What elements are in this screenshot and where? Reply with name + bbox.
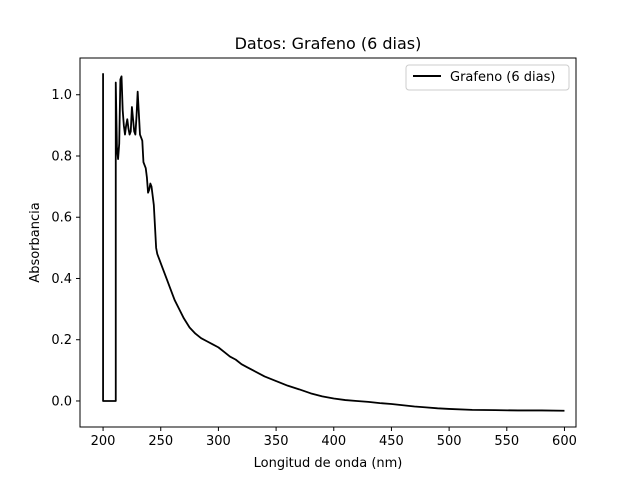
x-tick-label: 550 [494, 434, 519, 449]
legend-label: Grafeno (6 dias) [450, 70, 555, 85]
y-tick-label: 1.0 [51, 88, 72, 103]
chart-title: Datos: Grafeno (6 dias) [235, 34, 422, 53]
x-tick-label: 400 [321, 434, 346, 449]
y-axis-label: Absorbancia [28, 202, 43, 282]
legend-box [405, 64, 570, 91]
x-tick-label: 600 [552, 434, 577, 449]
x-tick-label: 300 [206, 434, 231, 449]
x-tick-label: 200 [91, 434, 116, 449]
y-tick-label: 0.2 [51, 333, 72, 348]
x-tick-label: 500 [437, 434, 462, 449]
plot-frame [79, 57, 577, 428]
legend: Grafeno (6 dias) [405, 64, 570, 91]
y-tick-label: 0.4 [51, 272, 72, 287]
series-line [102, 73, 565, 412]
x-axis-label: Longitud de onda (nm) [254, 456, 403, 471]
y-tick-label: 0.0 [51, 394, 72, 409]
axis-ticks: 200 250 300 350 400 450 500 550 600 0.0 0.2 0.4 0.6 0… [51, 88, 577, 449]
x-tick-label: 450 [379, 434, 404, 449]
y-tick-label: 0.8 [51, 149, 72, 164]
series-layer [102, 73, 565, 412]
x-tick-label: 250 [148, 434, 173, 449]
x-tick-label: 350 [264, 434, 289, 449]
y-tick-label: 0.6 [51, 211, 72, 226]
